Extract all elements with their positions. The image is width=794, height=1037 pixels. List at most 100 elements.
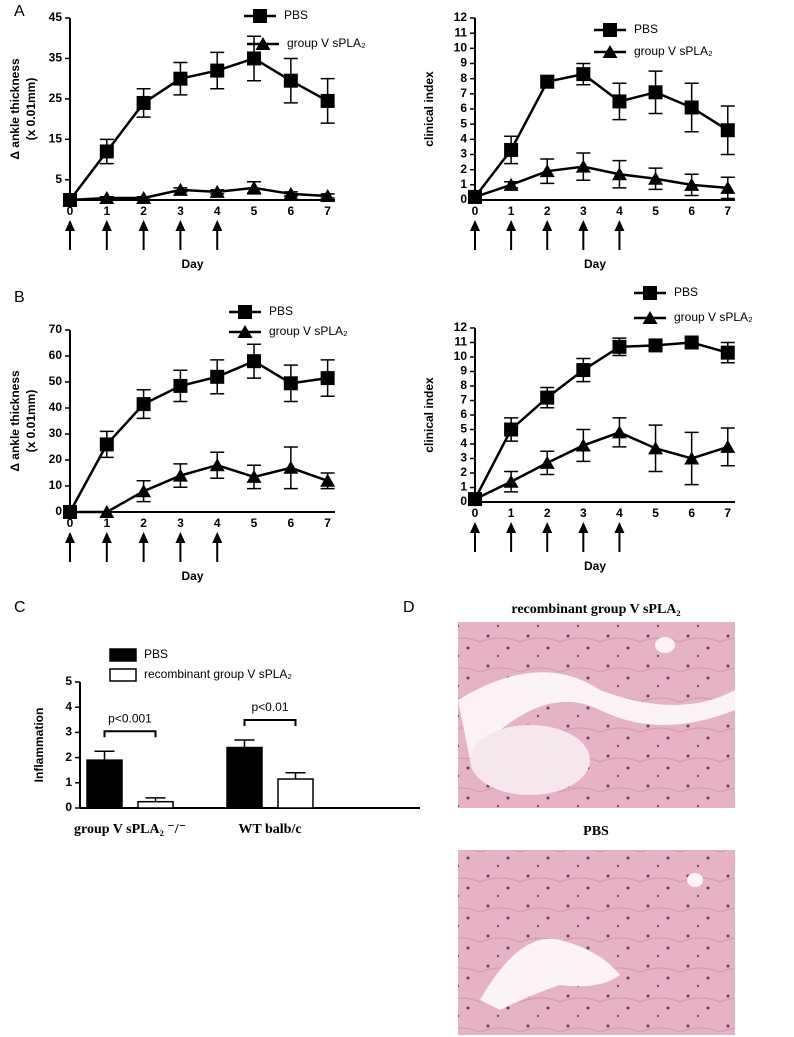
legend-label: group V sPLA₂: [674, 310, 753, 324]
annotation: p<0.01: [251, 700, 288, 714]
y-tick-label: 1: [65, 775, 72, 789]
x-tick-label: 1: [508, 204, 515, 218]
marker: [648, 171, 664, 185]
x-tick-label: 7: [324, 204, 331, 218]
y-tick-label: 11: [454, 25, 467, 39]
arrow-head: [578, 220, 589, 231]
y-axis-label: (x 0.01mm): [24, 390, 38, 453]
x-axis-label: Day: [181, 569, 203, 583]
y-tick-label: 7: [460, 393, 467, 407]
arrow-head: [101, 220, 112, 231]
marker: [62, 505, 78, 518]
x-tick-label: 0: [472, 506, 479, 520]
histology-image: [458, 850, 735, 1035]
arrow-head: [212, 532, 223, 543]
series-line: [69, 186, 328, 202]
y-tick-label: 0: [460, 494, 467, 508]
arrow-head: [175, 532, 186, 543]
arrow-head: [614, 522, 625, 533]
marker: [612, 339, 627, 354]
y-tick-label: 4: [65, 699, 72, 713]
y-tick-label: 10: [49, 478, 63, 492]
arrow-head: [138, 220, 149, 231]
marker: [576, 67, 591, 82]
y-tick-label: 3: [460, 147, 467, 161]
marker: [540, 390, 555, 405]
arrow-head: [614, 220, 625, 231]
marker: [504, 422, 519, 437]
arrow-head: [578, 522, 589, 533]
arrow-head: [101, 532, 112, 543]
marker: [320, 188, 336, 202]
y-tick-label: 6: [460, 101, 467, 115]
y-tick-label: 2: [65, 750, 72, 764]
legend-label: PBS: [144, 647, 168, 661]
legend-swatch: [109, 668, 137, 682]
legend-marker: [253, 9, 267, 23]
marker: [136, 397, 151, 412]
y-tick-label: 1: [460, 177, 467, 191]
marker: [684, 100, 699, 115]
y-tick-label: 12: [454, 320, 468, 334]
marker: [684, 335, 699, 350]
y-tick-label: 15: [49, 132, 63, 146]
significance-bracket: [243, 718, 297, 726]
arrow-head: [470, 220, 480, 231]
legend-label: recombinant group V sPLA₂: [144, 667, 292, 681]
marker: [684, 177, 700, 191]
marker: [539, 164, 555, 178]
x-tick-label: 3: [177, 516, 184, 530]
y-tick-label: 0: [55, 504, 62, 518]
x-tick-label: 4: [616, 506, 623, 520]
y-tick-label: 10: [454, 41, 468, 55]
x-tick-label: 4: [616, 204, 623, 218]
y-tick-label: 12: [454, 10, 468, 24]
arrow-head: [542, 220, 553, 231]
marker: [173, 71, 188, 86]
x-tick-label: 3: [177, 204, 184, 218]
x-tick-label: 2: [544, 506, 551, 520]
marker: [136, 484, 152, 498]
y-tick-label: 5: [460, 422, 467, 436]
error-bar: [285, 771, 306, 780]
x-tick-label: 0: [472, 204, 479, 218]
error-bar: [234, 739, 255, 748]
y-tick-label: 3: [460, 451, 467, 465]
x-tick-label: 6: [688, 204, 695, 218]
y-tick-label: 4: [460, 132, 467, 146]
y-tick-label: 20: [49, 452, 63, 466]
x-tick-label: 3: [580, 506, 587, 520]
y-tick-label: 30: [49, 426, 63, 440]
marker: [320, 473, 336, 487]
series-line: [70, 463, 329, 514]
arrow-head: [470, 522, 480, 533]
x-tick-label: 4: [214, 516, 221, 530]
arrow-head: [175, 220, 186, 231]
marker: [320, 371, 335, 386]
x-tick-label: group V sPLA₂ ⁻/⁻: [74, 822, 186, 837]
y-tick-label: 5: [55, 172, 62, 186]
marker: [210, 63, 225, 78]
image-title: recombinant group V sPLA₂: [511, 602, 680, 617]
marker: [503, 177, 519, 191]
marker: [504, 142, 519, 157]
arrow-head: [506, 220, 517, 231]
legend-marker: [602, 45, 618, 58]
y-tick-label: 10: [454, 349, 468, 363]
bar: [137, 800, 174, 809]
legend-label: group V sPLA₂: [634, 44, 713, 58]
histology-image: [458, 622, 735, 808]
x-tick-label: 0: [67, 204, 74, 218]
arrow-head: [65, 220, 75, 231]
x-tick-label: 4: [214, 204, 221, 218]
y-tick-label: 0: [460, 192, 467, 206]
x-axis-label: Day: [584, 559, 606, 573]
marker: [720, 123, 735, 138]
marker: [209, 458, 225, 472]
legend-swatch: [109, 648, 137, 662]
y-axis-label: clinical index: [422, 377, 436, 453]
x-tick-label: 6: [287, 204, 294, 218]
marker: [173, 378, 188, 393]
series-line: [474, 72, 729, 198]
marker: [136, 95, 151, 110]
